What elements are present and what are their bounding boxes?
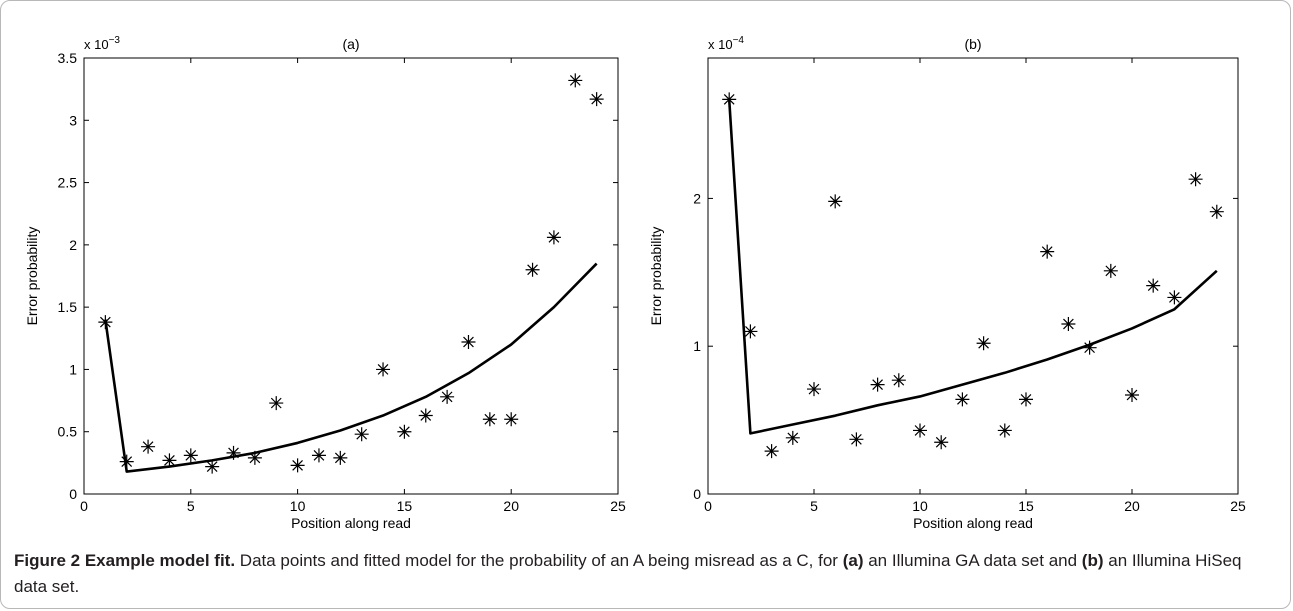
chart-b: 0 5 10 15 20 25 0 1 2 (b) x 10−4 Position along rea… xyxy=(648,35,1246,531)
y-tick-label-b: 1 xyxy=(693,338,701,354)
data-point-b xyxy=(913,423,927,438)
data-point-b xyxy=(1103,263,1118,278)
x-tick-label-b: 5 xyxy=(810,498,818,514)
data-point-a xyxy=(376,362,391,377)
y-axis-label-b: Error probability xyxy=(648,227,664,326)
data-point-a xyxy=(461,335,476,350)
data-point-a xyxy=(589,92,604,107)
data-point-b xyxy=(934,435,949,450)
data-point-b xyxy=(955,392,970,407)
figure-caption: Figure 2 Example model fit. Data points … xyxy=(14,548,1276,600)
exponent-power-a: −3 xyxy=(109,35,121,46)
data-point-a xyxy=(141,439,156,454)
data-point-a xyxy=(568,73,583,88)
caption-ref-b: (b) xyxy=(1081,551,1104,570)
caption-ref-a: (a) xyxy=(842,551,864,570)
data-point-a xyxy=(226,445,241,460)
data-point-a xyxy=(290,458,305,473)
data-point-a xyxy=(205,459,220,474)
x-axis-label-a: Position along read xyxy=(291,515,411,531)
caption-text-2: an Illumina GA data set and xyxy=(863,551,1082,570)
data-point-a xyxy=(333,450,348,465)
data-point-a xyxy=(354,427,369,442)
data-point-a xyxy=(546,230,561,245)
data-point-a xyxy=(162,453,177,468)
fitted-model-line-b xyxy=(727,99,1218,435)
data-point-b xyxy=(1061,317,1076,332)
x-tick-label-a: 25 xyxy=(610,498,626,514)
plot-area-b xyxy=(707,57,1239,495)
y-tick-label-a: 3 xyxy=(69,112,77,128)
x-tick-label-a: 15 xyxy=(397,498,413,514)
data-point-b xyxy=(722,92,737,107)
y-tick-label-b: 0 xyxy=(693,486,701,502)
data-point-a xyxy=(418,408,433,423)
data-point-a xyxy=(119,454,134,469)
y-tick-label-a: 0.5 xyxy=(58,424,78,440)
data-point-b xyxy=(764,444,779,459)
data-point-b xyxy=(1040,244,1055,259)
data-point-b xyxy=(1188,172,1203,187)
x-tick-label-a: 5 xyxy=(187,498,195,514)
plot-area-a xyxy=(83,57,619,495)
data-point-a xyxy=(247,450,262,465)
exponent-base-b: x 10 xyxy=(708,37,733,52)
caption-text-1: Data points and fitted model for the pro… xyxy=(235,551,843,570)
data-point-a xyxy=(183,448,198,463)
chart-a: 0 5 10 15 20 25 0 0.5 1 1.5 2 2.5 3 3.5 (a) x 10−3 Posit… xyxy=(24,35,626,531)
chart-title-a: (a) xyxy=(342,36,359,52)
data-point-b xyxy=(1082,340,1097,355)
y-axis-label-a: Error probability xyxy=(24,227,40,326)
data-point-b xyxy=(1019,392,1033,407)
data-point-a xyxy=(525,262,540,277)
x-tick-label-b: 20 xyxy=(1124,498,1140,514)
data-point-b xyxy=(1146,278,1161,293)
y-tick-label-a: 0 xyxy=(69,486,77,502)
x-axis-label-b: Position along read xyxy=(913,515,1033,531)
data-point-b xyxy=(849,432,864,447)
x-tick-label-b: 15 xyxy=(1018,498,1034,514)
y-tick-label-a: 1.5 xyxy=(58,299,78,315)
data-point-b xyxy=(807,382,821,397)
data-point-b xyxy=(870,377,885,392)
y-tick-label-a: 1 xyxy=(69,361,77,377)
y-tick-label-a: 2 xyxy=(69,237,77,253)
exponent-label-b: x 10−4 xyxy=(708,35,744,52)
data-point-b xyxy=(997,423,1012,438)
data-point-b xyxy=(785,430,800,445)
y-tick-label-a: 3.5 xyxy=(58,50,78,66)
data-point-b xyxy=(891,373,906,388)
data-point-a xyxy=(311,448,326,463)
data-point-b xyxy=(828,194,843,209)
x-tick-label-b: 25 xyxy=(1230,498,1246,514)
data-point-a xyxy=(440,389,455,404)
x-tick-label-a: 10 xyxy=(290,498,306,514)
x-tick-label-b: 0 xyxy=(704,498,712,514)
exponent-base-a: x 10 xyxy=(84,37,109,52)
data-point-b xyxy=(1125,387,1139,402)
exponent-label-a: x 10−3 xyxy=(84,35,120,52)
data-point-a xyxy=(504,412,519,427)
data-point-a xyxy=(98,315,113,330)
data-point-a xyxy=(397,424,412,439)
data-point-b xyxy=(1167,290,1182,305)
y-tick-label-b: 2 xyxy=(693,190,701,206)
chart-title-b: (b) xyxy=(964,36,981,52)
data-point-b xyxy=(743,324,758,339)
y-tick-label-a: 2.5 xyxy=(58,175,78,191)
exponent-power-b: −4 xyxy=(733,35,745,46)
data-point-a xyxy=(269,396,284,411)
fitted-model-line-a xyxy=(104,262,598,473)
x-tick-label-a: 20 xyxy=(503,498,519,514)
data-point-a xyxy=(482,412,497,427)
x-tick-label-b: 10 xyxy=(912,498,928,514)
x-tick-label-a: 0 xyxy=(80,498,88,514)
caption-title: Figure 2 Example model fit. xyxy=(14,551,236,570)
caption-text-3: an Illumina HiSeq data set. xyxy=(14,551,1242,596)
data-point-b xyxy=(1209,204,1224,219)
data-point-b xyxy=(976,336,991,351)
